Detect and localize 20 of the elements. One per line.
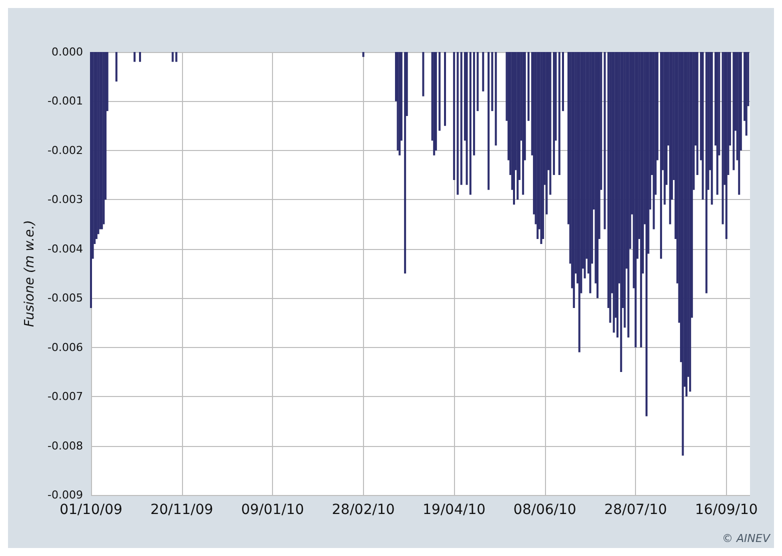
y-tick-label: -0.007 [48,390,83,404]
y-tick-label: 0.000 [52,46,83,58]
x-tick-label: 08/06/10 [513,502,576,518]
text: © AINEV [722,532,772,545]
y-tick-label: -0.008 [48,439,83,452]
y-tick-label: -0.009 [48,488,83,502]
y-tick-label: -0.005 [48,292,83,305]
x-tick-label: 19/04/10 [422,502,486,518]
y-tick-label: -0.004 [48,242,83,256]
y-axis-title: Fusione (m w.e.) [22,220,38,327]
x-tick-label: 28/07/10 [604,502,668,518]
x-tick-label: 20/11/09 [150,502,214,518]
y-tick-label: -0.003 [48,193,83,206]
x-tick-label: 28/02/10 [332,502,395,518]
x-tick-label: 01/10/09 [60,502,122,518]
y-tick-label: -0.001 [48,94,83,108]
x-tick-label: 16/09/10 [694,502,758,518]
y-tick-label: -0.006 [48,340,83,354]
x-tick-label: 09/01/10 [241,502,304,518]
y-tick-label: -0.002 [48,144,83,157]
